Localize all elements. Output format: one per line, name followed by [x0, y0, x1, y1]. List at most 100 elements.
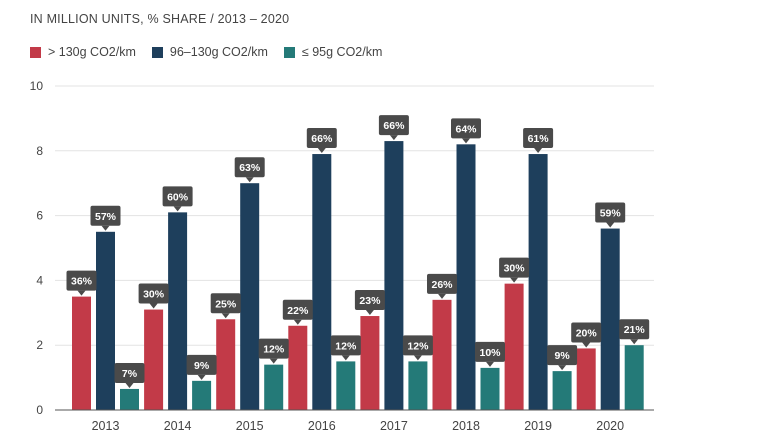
- data-label-2015-series-3: 12%: [258, 338, 289, 364]
- data-label-text: 12%: [263, 344, 285, 356]
- bar-2015-series-1[interactable]: [216, 319, 236, 410]
- data-label-2016-series-1: 22%: [282, 299, 313, 325]
- data-label-pointer: [462, 138, 470, 144]
- bar-2018-series-1[interactable]: [432, 299, 452, 410]
- data-label-box: [138, 283, 169, 304]
- bar-2015-series-3[interactable]: [264, 364, 284, 410]
- bar-2020-series-3[interactable]: [624, 345, 644, 410]
- data-label-text: 61%: [528, 133, 550, 145]
- data-label-text: 30%: [143, 289, 165, 301]
- data-label-box: [330, 335, 361, 356]
- bar-2020-series-1[interactable]: [576, 348, 596, 410]
- bar-2016-series-1[interactable]: [288, 325, 308, 410]
- x-tick-label-2015: 2015: [236, 419, 264, 433]
- x-tick-label-2019: 2019: [524, 419, 552, 433]
- data-label-text: 23%: [359, 295, 381, 307]
- data-label-text: 30%: [504, 263, 526, 275]
- data-label-box: [114, 362, 145, 383]
- data-label-box: [354, 290, 385, 311]
- y-tick-label: 10: [30, 79, 44, 93]
- y-tick-label: 8: [36, 144, 43, 158]
- data-label-box: [499, 257, 530, 278]
- data-label-2018-series-3: 10%: [475, 341, 505, 367]
- bar-2013-series-3[interactable]: [120, 388, 139, 410]
- data-label-box: [378, 115, 409, 136]
- data-label-2014-series-3: 9%: [186, 354, 217, 380]
- legend-swatch-under-95g: [283, 46, 295, 58]
- data-label-box: [210, 293, 241, 314]
- data-label-text: 25%: [215, 298, 237, 310]
- data-label-pointer: [221, 313, 230, 319]
- data-label-pointer: [365, 310, 374, 316]
- x-tick-label-2017: 2017: [380, 419, 408, 433]
- data-label-text: 36%: [71, 276, 93, 288]
- bar-2020-series-2[interactable]: [600, 228, 620, 410]
- data-label-2013-series-2: 57%: [90, 205, 121, 231]
- legend-item-under-95g[interactable]: ≤ 95g CO2/km: [283, 45, 383, 59]
- data-label-pointer: [125, 382, 134, 388]
- data-label-text: 12%: [335, 340, 357, 352]
- data-label-pointer: [341, 355, 350, 361]
- bar-2018-series-2[interactable]: [456, 144, 476, 410]
- legend-item-over-130g[interactable]: > 130g CO2/km: [30, 45, 136, 59]
- data-label-text: 59%: [600, 208, 622, 220]
- legend-item-96-130g[interactable]: 96–130g CO2/km: [151, 45, 268, 59]
- data-label-2020-series-2: 59%: [595, 202, 626, 228]
- bar-2014-series-2[interactable]: [168, 212, 188, 410]
- bar-2014-series-1[interactable]: [144, 309, 164, 410]
- data-label-text: 26%: [431, 279, 453, 291]
- data-label-box: [306, 128, 337, 149]
- chart-legend: > 130g CO2/km 96–130g CO2/km ≤ 95g CO2/k…: [30, 45, 398, 59]
- bar-2017-series-1[interactable]: [360, 316, 380, 410]
- data-label-2014-series-1: 30%: [138, 283, 169, 309]
- y-axis-ticks: 0 2 4 6 8 10: [30, 79, 44, 417]
- data-label-2019-series-1: 30%: [499, 257, 530, 283]
- bar-2013-series-2[interactable]: [96, 231, 115, 410]
- data-label-box: [258, 338, 289, 359]
- bar-2016-series-2[interactable]: [312, 154, 332, 410]
- bars: [72, 141, 644, 410]
- data-label-pointer: [582, 342, 591, 348]
- data-label-pointer: [149, 303, 158, 309]
- data-label-2013-series-1: 36%: [66, 270, 97, 296]
- bar-2017-series-2[interactable]: [384, 141, 404, 410]
- data-label-2018-series-1: 26%: [427, 273, 457, 299]
- x-tick-label-2020: 2020: [596, 419, 624, 433]
- bar-2019-series-3[interactable]: [552, 371, 572, 410]
- bar-2019-series-1[interactable]: [504, 283, 524, 410]
- data-label-box: [66, 270, 97, 291]
- data-label-box: [595, 202, 626, 223]
- data-label-pointer: [197, 374, 206, 380]
- y-tick-label: 0: [36, 403, 43, 417]
- legend-label-96-130g: 96–130g CO2/km: [169, 45, 268, 59]
- data-label-box: [571, 322, 602, 343]
- data-label-2018-series-2: 64%: [451, 118, 481, 144]
- data-label-box: [186, 354, 217, 375]
- data-label-text: 22%: [287, 305, 309, 317]
- data-label-2015-series-2: 63%: [234, 157, 265, 183]
- y-tick-label: 6: [36, 209, 43, 223]
- data-label-text: 9%: [555, 350, 571, 362]
- data-label-pointer: [269, 358, 278, 364]
- legend-label-over-130g: > 130g CO2/km: [48, 45, 136, 59]
- data-label-2020-series-3: 21%: [619, 319, 650, 345]
- data-label-box: [90, 205, 121, 226]
- data-label-box: [523, 128, 554, 149]
- data-label-text: 7%: [122, 368, 138, 380]
- bar-2014-series-3[interactable]: [192, 380, 212, 410]
- data-label-text: 9%: [194, 360, 210, 372]
- x-tick-label-2014: 2014: [164, 419, 192, 433]
- legend-label-under-95g: ≤ 95g CO2/km: [301, 45, 383, 59]
- bar-2017-series-3[interactable]: [408, 361, 428, 410]
- data-label-pointer: [389, 135, 398, 141]
- data-label-box: [402, 335, 433, 356]
- bar-2016-series-3[interactable]: [336, 361, 356, 410]
- bar-2018-series-3[interactable]: [480, 367, 500, 410]
- bar-2015-series-2[interactable]: [240, 183, 260, 410]
- data-label-2017-series-3: 12%: [402, 335, 433, 361]
- data-label-pointer: [486, 361, 494, 367]
- data-label-2020-series-1: 20%: [571, 322, 602, 348]
- bar-2013-series-1[interactable]: [72, 296, 91, 410]
- bar-2019-series-2[interactable]: [528, 154, 548, 410]
- data-label-text: 10%: [479, 347, 501, 359]
